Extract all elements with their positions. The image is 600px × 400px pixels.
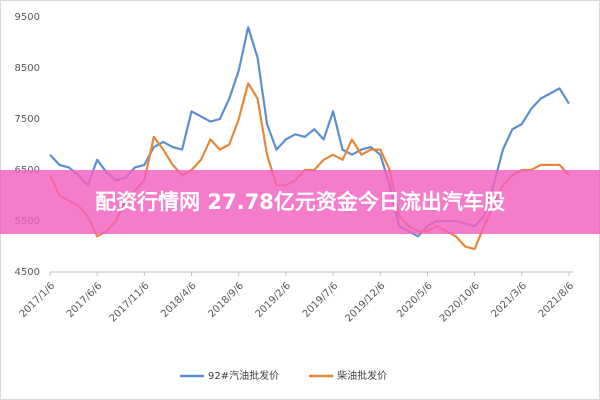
y-tick-label: 9500 [15,12,40,23]
y-tick-label: 4500 [15,267,40,278]
banner-band [0,170,600,234]
y-tick-label: 7500 [15,114,40,125]
legend-label: 柴油批发价 [337,369,387,382]
legend-label: 92#汽油批发价 [208,369,279,382]
y-tick-label: 8500 [15,63,40,74]
banner-text: 配资行情网 27.78亿元资金今日流出汽车股 [95,190,505,214]
